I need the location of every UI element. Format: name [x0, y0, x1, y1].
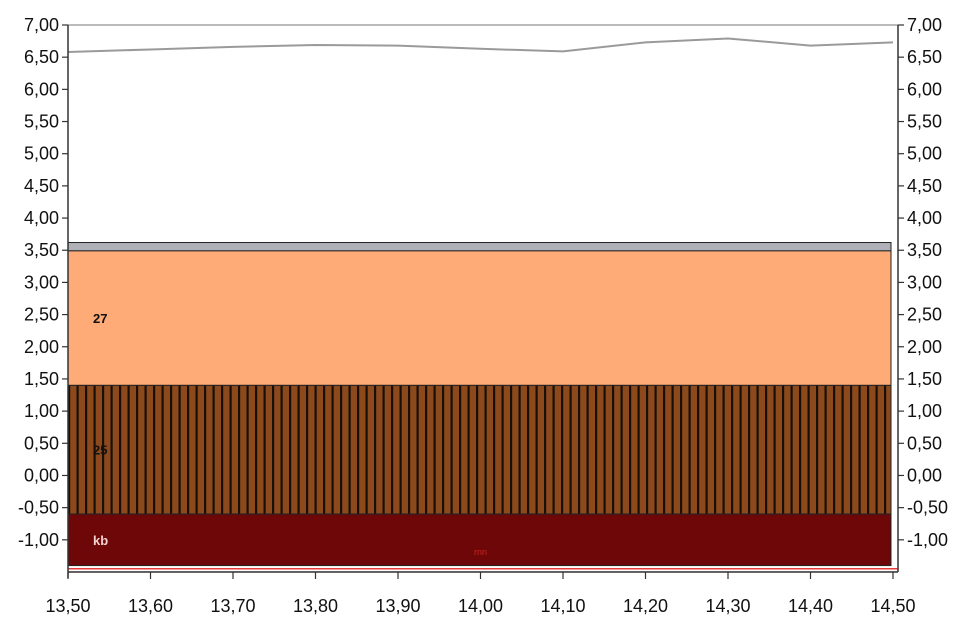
y-tick-label-left: 6,00 — [24, 79, 59, 99]
y-tick-label-left: 7,00 — [24, 15, 59, 35]
x-tick-label: 14,10 — [540, 596, 585, 616]
y-tick-label-left: 6,50 — [24, 47, 59, 67]
layer-kb — [67, 513, 892, 567]
y-tick-label-left: 1,50 — [24, 369, 59, 389]
y-tick-label-right: 6,50 — [907, 47, 942, 67]
y-tick-label-right: 4,00 — [907, 208, 942, 228]
y-tick-label-left: 4,00 — [24, 208, 59, 228]
layer-27 — [67, 250, 892, 386]
y-tick-label-right: 5,00 — [907, 144, 942, 164]
y-tick-label-left: 0,50 — [24, 433, 59, 453]
y-tick-label-right: 5,50 — [907, 112, 942, 132]
surface-line — [67, 37, 894, 54]
x-tick-label: 13,50 — [45, 596, 90, 616]
layer-label-25: 25 — [93, 443, 107, 458]
soil-layers — [67, 242, 892, 567]
y-tick-label-right: 6,00 — [907, 79, 942, 99]
y-tick-label-left: 4,50 — [24, 176, 59, 196]
layer-top-0 — [67, 242, 892, 252]
y-tick-label-left: 0,00 — [24, 465, 59, 485]
x-tick-label: 14,40 — [788, 596, 833, 616]
y-tick-label-right: 1,00 — [907, 401, 942, 421]
y-tick-label-right: 4,50 — [907, 176, 942, 196]
y-tick-label-right: 7,00 — [907, 15, 942, 35]
y-tick-label-left: 1,00 — [24, 401, 59, 421]
y-tick-label-left: -0,50 — [18, 498, 59, 518]
y-tick-label-left: 2,50 — [24, 305, 59, 325]
y-tick-label-right: 2,50 — [907, 305, 942, 325]
layer-labels: 27 25 kb rnn — [93, 311, 487, 557]
y-tick-label-left: 2,00 — [24, 337, 59, 357]
y-tick-label-right: 1,50 — [907, 369, 942, 389]
annotation-text: rnn — [474, 547, 487, 557]
x-tick-label: 14,50 — [870, 596, 915, 616]
layer-25 — [67, 384, 892, 515]
y-tick-label-right: -0,50 — [907, 498, 948, 518]
y-tick-label-left: 5,50 — [24, 112, 59, 132]
y-tick-label-right: 3,00 — [907, 272, 942, 292]
y-tick-label-left: -1,00 — [18, 530, 59, 550]
y-tick-label-left: 3,00 — [24, 272, 59, 292]
layer-label-27: 27 — [93, 311, 107, 326]
y-tick-label-right: 0,00 — [907, 465, 942, 485]
y-tick-label-left: 5,00 — [24, 144, 59, 164]
y-tick-label-left: 3,50 — [24, 240, 59, 260]
axes: 7,00 7,00 6,50 6,50 6,00 6,00 5,50 5,50 5,00 5,00… — [18, 15, 948, 616]
y-tick-label-right: -1,00 — [907, 530, 948, 550]
x-tick-label: 13,80 — [293, 596, 338, 616]
x-tick-label: 13,60 — [128, 596, 173, 616]
y-tick-label-right: 0,50 — [907, 433, 942, 453]
x-tick-label: 14,00 — [458, 596, 503, 616]
layer-label-kb: kb — [93, 533, 108, 548]
y-tick-label-right: 3,50 — [907, 240, 942, 260]
x-tick-label: 14,20 — [623, 596, 668, 616]
x-tick-label: 13,70 — [210, 596, 255, 616]
x-tick-label: 14,30 — [705, 596, 750, 616]
x-tick-label: 13,90 — [375, 596, 420, 616]
y-tick-label-right: 2,00 — [907, 337, 942, 357]
